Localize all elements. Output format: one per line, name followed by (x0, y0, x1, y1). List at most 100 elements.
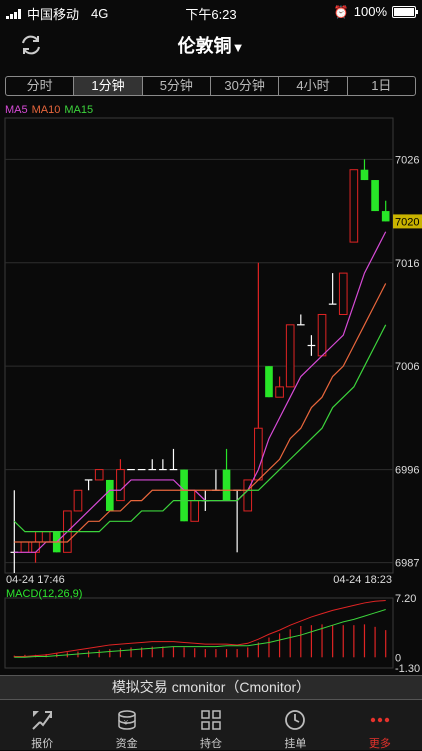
tab-1min[interactable]: 1分钟 (74, 77, 143, 95)
status-time: 下午6:23 (185, 7, 237, 22)
account-banner[interactable]: 模拟交易 cmonitor（Cmonitor） (0, 675, 422, 700)
ma-legend: MA5 MA10 MA15 (5, 104, 93, 116)
fund-icon: ¥ (117, 710, 136, 730)
candle-body (31, 541, 40, 553)
candle-body (349, 169, 359, 243)
symbol-selector[interactable]: 伦敦铜▼ (0, 32, 422, 58)
price-tick-label: 6996 (395, 465, 419, 477)
candle-body (105, 479, 114, 511)
candlestick (148, 459, 157, 471)
candle-body (41, 531, 51, 543)
candle-body (338, 272, 348, 315)
candlestick (317, 313, 327, 357)
macd-tick-label: 7.20 (395, 593, 416, 605)
period-tabs: 分时 1分钟 5分钟 30分钟 4小时 1日 (5, 76, 416, 96)
candlestick (338, 272, 348, 315)
macd-title: MACD(12,26,9) (6, 588, 82, 600)
tab-timeshare[interactable]: 分时 (6, 77, 75, 95)
ma5-line (14, 231, 387, 553)
legend-ma5: MA5 (5, 104, 28, 116)
candlestick (328, 273, 337, 305)
battery-label: 100% (353, 4, 387, 19)
candlestick (371, 180, 379, 212)
carrier-label: 中国移动 (27, 7, 80, 22)
candle-body (180, 469, 188, 522)
main-chart-frame (4, 117, 394, 574)
candlestick (285, 324, 295, 388)
tab-5min[interactable]: 5分钟 (143, 77, 211, 95)
candlestick (10, 490, 19, 573)
candlestick (296, 314, 305, 326)
candlestick (265, 366, 273, 398)
candlestick (222, 448, 231, 501)
tabbar-item-orders[interactable]: 挂单 (253, 700, 337, 750)
candle-body (381, 211, 390, 222)
candlestick (180, 469, 188, 522)
candle-body (94, 469, 104, 481)
tabbar-label-orders: 挂单 (284, 738, 307, 750)
candlestick (20, 541, 30, 553)
macd-tick-label: 0 (395, 652, 401, 664)
candlestick (31, 531, 40, 563)
candlestick (169, 448, 178, 471)
tab-4h[interactable]: 4小时 (279, 77, 348, 95)
position-icon (201, 710, 221, 730)
candle-body (116, 469, 125, 502)
tabbar-item-position[interactable]: 持仓 (169, 700, 253, 750)
macd-tick-label: -1.30 (395, 663, 420, 675)
status-bar: 中国移动 4G 下午6:23 ⏰ 100% (0, 0, 422, 22)
battery-icon (392, 5, 418, 18)
candlestick (307, 335, 316, 356)
tab-1day[interactable]: 1日 (371, 78, 392, 93)
candlestick (94, 469, 104, 481)
candle-body (265, 366, 273, 398)
tabbar-label-position: 持仓 (200, 738, 223, 750)
candlestick (84, 479, 93, 491)
current-price-tag: 7020 (393, 214, 422, 229)
candle-body (73, 489, 83, 512)
price-tick-label: 6987 (395, 558, 419, 570)
ma10-line (14, 283, 387, 543)
candle-body (275, 386, 284, 398)
tabbar-item-quote[interactable]: 报价 (0, 700, 84, 750)
candle-body (243, 479, 253, 512)
candlestick (159, 459, 167, 471)
caret-down-icon: ▼ (231, 40, 245, 55)
candlestick (212, 469, 220, 491)
tabbar-item-fund[interactable]: ¥ 资金 (84, 700, 168, 750)
candle-body (285, 324, 295, 388)
signal-icon (6, 8, 21, 19)
more-icon (370, 717, 390, 723)
price-tick-label: 7006 (395, 361, 419, 373)
candlestick (116, 459, 125, 502)
legend-ma15: MA15 (64, 104, 94, 116)
price-tick-label: 7016 (395, 258, 419, 270)
ma15-line (13, 324, 387, 533)
candlestick (254, 262, 263, 481)
candlestick (105, 479, 114, 511)
current-price-label: 7020 (395, 216, 419, 228)
candlestick (360, 159, 369, 181)
page-title: 伦敦铜 (177, 36, 232, 56)
candlestick (243, 479, 253, 512)
candlestick (233, 489, 241, 553)
quote-icon (32, 711, 53, 730)
clock-icon (285, 710, 306, 730)
candle-body (371, 180, 379, 212)
candle-body (360, 169, 369, 181)
network-label: 4G (91, 6, 109, 21)
alarm-icon: ⏰ (333, 4, 349, 19)
tabbar-label-more: 更多 (368, 738, 391, 750)
candlestick (41, 531, 51, 543)
tabbar-item-more[interactable]: 更多 (338, 700, 422, 750)
macd-dea-line (14, 609, 386, 658)
candlestick (73, 489, 83, 512)
candlestick (275, 376, 284, 398)
svg-text:¥: ¥ (124, 720, 128, 727)
legend-ma10: MA10 (31, 104, 61, 116)
candle-body (222, 469, 231, 501)
refresh-icon[interactable] (18, 32, 44, 58)
tab-30min[interactable]: 30分钟 (211, 77, 280, 95)
nav-bar: 伦敦铜▼ (0, 22, 422, 66)
